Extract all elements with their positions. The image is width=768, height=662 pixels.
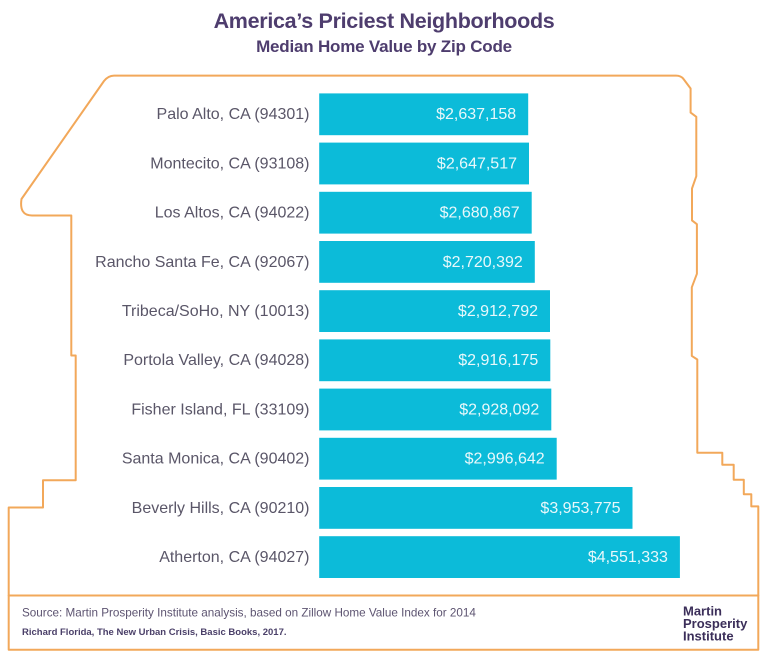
svg-text:$2,912,792: $2,912,792 xyxy=(458,303,538,320)
svg-text:Atherton, CA (94027): Atherton, CA (94027) xyxy=(159,549,309,566)
svg-text:Portola Valley, CA (94028): Portola Valley, CA (94028) xyxy=(123,352,309,369)
svg-text:Los Altos, CA (94022): Los Altos, CA (94022) xyxy=(155,205,310,222)
svg-text:Source: Martin Prosperity Inst: Source: Martin Prosperity Institute anal… xyxy=(22,607,476,620)
svg-text:Richard Florida, The New Urban: Richard Florida, The New Urban Crisis, B… xyxy=(22,627,287,638)
svg-text:Beverly Hills, CA (90210): Beverly Hills, CA (90210) xyxy=(132,500,310,517)
svg-text:$2,928,092: $2,928,092 xyxy=(459,401,539,418)
svg-text:Rancho Santa Fe, CA (92067): Rancho Santa Fe, CA (92067) xyxy=(95,254,309,271)
svg-text:Prosperity: Prosperity xyxy=(683,616,748,631)
svg-text:Palo Alto, CA (94301): Palo Alto, CA (94301) xyxy=(157,106,310,123)
svg-text:$2,720,392: $2,720,392 xyxy=(443,254,523,271)
svg-text:Institute: Institute xyxy=(683,629,734,644)
svg-text:$2,647,517: $2,647,517 xyxy=(437,155,517,172)
svg-text:Santa Monica, CA (90402): Santa Monica, CA (90402) xyxy=(122,451,310,468)
svg-text:Montecito, CA (93108): Montecito, CA (93108) xyxy=(150,155,309,172)
svg-text:$4,551,333: $4,551,333 xyxy=(588,549,668,566)
svg-text:Martin: Martin xyxy=(683,604,722,619)
svg-text:$3,953,775: $3,953,775 xyxy=(540,500,620,517)
svg-text:Tribeca/SoHo, NY (10013): Tribeca/SoHo, NY (10013) xyxy=(122,303,310,320)
svg-text:$2,916,175: $2,916,175 xyxy=(458,352,538,369)
svg-text:$2,637,158: $2,637,158 xyxy=(436,106,516,123)
svg-text:Median Home Value by Zip Code: Median Home Value by Zip Code xyxy=(256,37,512,56)
svg-text:America’s Priciest Neighborhoo: America’s Priciest Neighborhoods xyxy=(214,9,555,33)
svg-text:Fisher Island, FL (33109): Fisher Island, FL (33109) xyxy=(131,401,309,418)
svg-text:$2,996,642: $2,996,642 xyxy=(465,451,545,468)
svg-text:$2,680,867: $2,680,867 xyxy=(440,205,520,222)
